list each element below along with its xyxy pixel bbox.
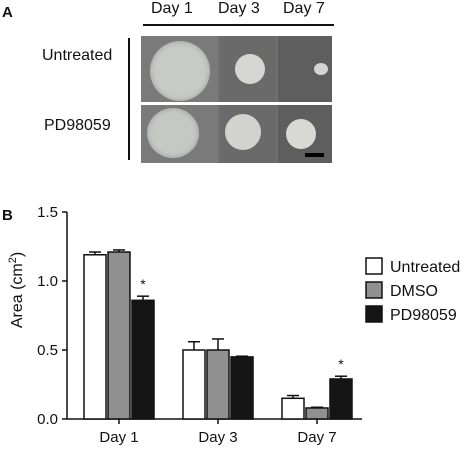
legend-swatch-pd98059	[365, 305, 383, 323]
y-tick-label: 0.0	[37, 411, 58, 428]
bar-dmso-day-3	[206, 349, 230, 420]
disc-pd98059-day-3	[225, 114, 261, 150]
day-3-header: Day 3	[218, 0, 260, 17]
timeline-line	[143, 24, 334, 26]
explant-photo-grid	[141, 36, 332, 163]
y-tick-label: 1.5	[37, 204, 58, 221]
day-7-header: Day 7	[283, 0, 325, 17]
disc-untreated-day-7	[314, 63, 328, 75]
y-tick-label: 0.5	[37, 342, 58, 359]
x-tick-label: Day 1	[99, 429, 138, 446]
bar-untreated-day-1	[83, 254, 107, 420]
legend-label-dmso: DMSO	[390, 283, 438, 300]
significance-marker: *	[338, 356, 344, 372]
significance-marker: *	[140, 276, 146, 292]
legend-swatch-dmso	[365, 281, 383, 299]
legend-label-pd98059: PD98059	[390, 307, 457, 324]
bar-untreated-day-7	[281, 397, 305, 420]
y-axis-label: Area (cm2)	[7, 252, 26, 328]
disc-pd98059-day-1	[147, 108, 199, 158]
row-label-untreated: Untreated	[42, 47, 113, 64]
panel-b-letter: B	[2, 207, 13, 224]
disc-untreated-day-3	[235, 54, 265, 84]
bar-untreated-day-3	[182, 349, 206, 420]
legend-label-untreated: Untreated	[390, 259, 460, 276]
panel-a-letter: A	[2, 4, 13, 21]
legend-swatch-untreated	[365, 257, 383, 275]
x-tick-label: Day 3	[198, 429, 237, 446]
photo-grid-divider	[141, 102, 332, 105]
bar-pd98059-day-1	[131, 299, 155, 420]
bar-pd98059-day-3	[230, 356, 254, 420]
row-divider-line	[128, 38, 130, 160]
scale-bar	[305, 153, 324, 157]
bar-dmso-day-7	[305, 407, 329, 420]
row-label-pd98059: PD98059	[44, 117, 111, 134]
x-tick-label: Day 7	[297, 429, 336, 446]
day-1-header: Day 1	[151, 0, 193, 17]
bar-pd98059-day-7	[329, 378, 353, 420]
disc-untreated-day-1	[150, 41, 210, 101]
y-tick-label: 1.0	[37, 273, 58, 290]
disc-pd98059-day-7	[286, 119, 316, 149]
bar-dmso-day-1	[107, 251, 131, 420]
